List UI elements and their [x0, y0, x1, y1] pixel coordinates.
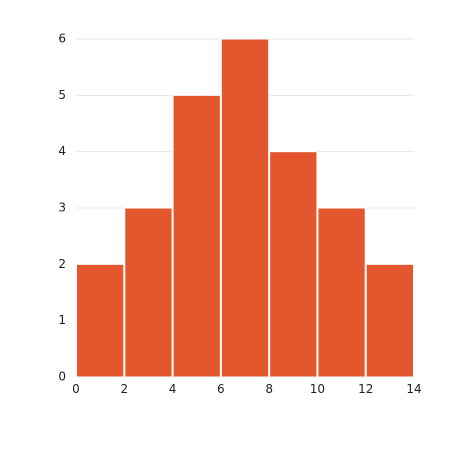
- y-tick-label: 3: [58, 201, 66, 215]
- x-tick-label: 10: [310, 382, 325, 396]
- y-tick-label: 0: [58, 370, 66, 384]
- histogram-bar: [124, 207, 173, 378]
- x-tick-label: 8: [265, 382, 273, 396]
- histogram-bar: [220, 38, 270, 378]
- bars: [76, 38, 415, 378]
- histogram-bar: [317, 207, 366, 378]
- x-tick-label: 2: [120, 382, 128, 396]
- x-tick-label: 0: [72, 382, 80, 396]
- histogram-bar: [76, 263, 125, 378]
- x-tick-label: 14: [406, 382, 421, 396]
- histogram-bar: [365, 263, 415, 378]
- histogram-bar: [269, 151, 318, 378]
- y-tick-label: 4: [58, 144, 66, 158]
- y-tick-label: 6: [58, 32, 66, 46]
- y-tick-label: 2: [58, 257, 66, 271]
- x-axis: 0 2 4 6 8 10 12 14: [72, 382, 421, 396]
- histogram-bar: [172, 94, 221, 378]
- x-tick-label: 4: [169, 382, 177, 396]
- y-tick-label: 1: [58, 313, 66, 327]
- x-tick-label: 12: [358, 382, 373, 396]
- x-tick-label: 6: [217, 382, 225, 396]
- y-axis: 0 1 2 3 4 5 6: [58, 32, 66, 384]
- y-tick-label: 5: [58, 88, 66, 102]
